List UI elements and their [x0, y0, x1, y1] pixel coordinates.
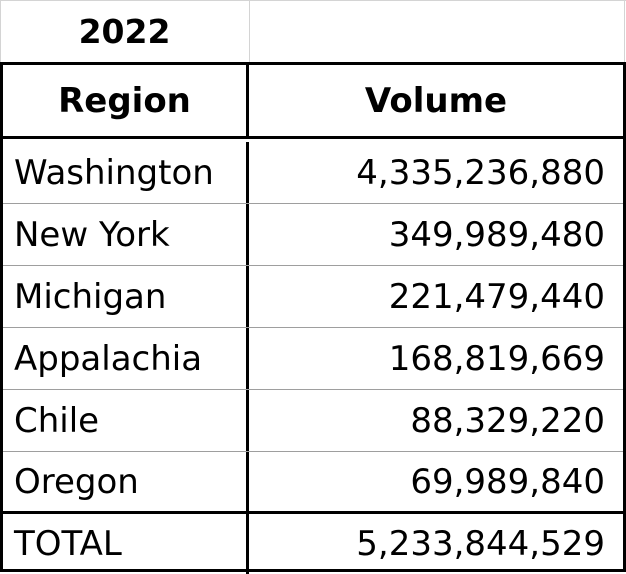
volume-cell[interactable]: 4,335,236,880 — [356, 152, 605, 193]
gridline-left — [0, 0, 1, 62]
gridline-mid — [249, 0, 250, 62]
table-row: Michigan 221,479,440 — [3, 266, 623, 328]
table-row: Washington 4,335,236,880 — [3, 142, 623, 204]
total-volume-cell[interactable]: 5,233,844,529 — [356, 524, 605, 564]
year-cell[interactable]: 2022 — [78, 11, 171, 51]
table-row: Appalachia 168,819,669 — [3, 328, 623, 390]
table-header-row: Region Volume — [3, 65, 623, 139]
total-row: TOTAL 5,233,844,529 — [3, 514, 623, 574]
region-header[interactable]: Region — [3, 65, 249, 136]
region-cell[interactable]: Washington — [3, 142, 249, 203]
volume-cell[interactable]: 69,989,840 — [410, 461, 605, 502]
total-label-cell[interactable]: TOTAL — [3, 514, 249, 574]
region-cell[interactable]: Michigan — [3, 266, 249, 327]
gridline-right — [624, 0, 625, 62]
table-row: Oregon 69,989,840 — [3, 452, 623, 514]
volume-cell[interactable]: 168,819,669 — [388, 338, 605, 379]
volume-cell[interactable]: 221,479,440 — [388, 276, 605, 317]
region-cell[interactable]: Appalachia — [3, 328, 249, 389]
region-cell[interactable]: New York — [3, 204, 249, 265]
table-row: Chile 88,329,220 — [3, 390, 623, 452]
table-row: New York 349,989,480 — [3, 204, 623, 266]
volume-header[interactable]: Volume — [364, 80, 508, 121]
gridline-top — [0, 0, 626, 1]
volume-cell[interactable]: 349,989,480 — [388, 214, 605, 255]
volume-cell[interactable]: 88,329,220 — [410, 400, 605, 441]
region-cell[interactable]: Oregon — [3, 452, 249, 511]
volume-table: Region Volume Washington 4,335,236,880 N… — [0, 62, 626, 574]
region-cell[interactable]: Chile — [3, 390, 249, 451]
